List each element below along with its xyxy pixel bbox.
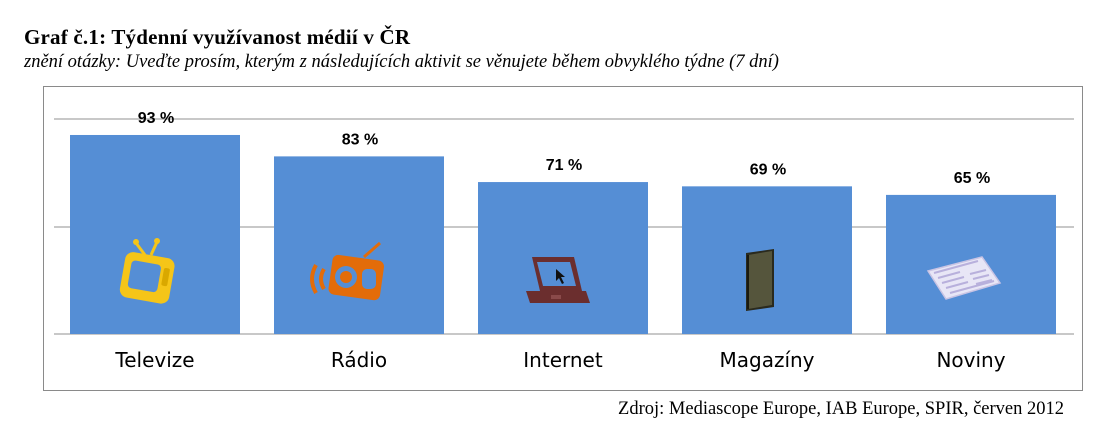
data-labels: 93 % 83 % 71 % 69 % 65 %: [138, 110, 990, 187]
source-note: Zdroj: Mediascope Europe, IAB Europe, SP…: [618, 399, 1064, 419]
category-label: Internet: [523, 348, 603, 372]
bar-chart: 93 % 83 % 71 % 69 % 65 % Televize Rádio Intern…: [54, 110, 1074, 372]
chart-frame: 93 % 83 % 71 % 69 % 65 % Televize Rádio Intern…: [43, 86, 1083, 391]
chart-subtitle: znění otázky: Uveďte prosím, kterým z ná…: [24, 52, 779, 72]
bar-icons: [119, 238, 1002, 311]
chart-title: Graf č.1: Týdenní využívanost médií v ČR: [24, 25, 411, 49]
bar-televize: [70, 134, 240, 334]
bar-rádio: [274, 156, 444, 334]
data-label: 65 %: [954, 170, 990, 187]
magazine-icon: [746, 249, 774, 311]
laptop-icon: [526, 257, 590, 303]
newspaper-icon: [926, 256, 1002, 300]
data-label: 93 %: [138, 110, 174, 127]
radio-icon: [310, 241, 384, 301]
category-labels: Televize Rádio Internet Magazíny Noviny: [114, 348, 1005, 372]
category-label: Noviny: [936, 348, 1005, 372]
category-label: Rádio: [331, 348, 387, 372]
category-label: Magazíny: [719, 348, 814, 372]
tv-icon: [119, 238, 175, 304]
data-label: 83 %: [342, 131, 378, 148]
data-label: 69 %: [750, 161, 786, 178]
category-label: Televize: [114, 348, 194, 372]
data-label: 71 %: [546, 157, 582, 174]
